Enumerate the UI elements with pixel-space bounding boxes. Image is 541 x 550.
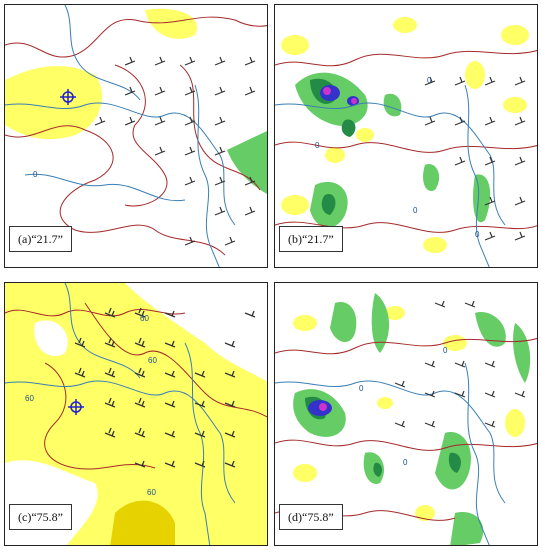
wind-barbs	[424, 76, 526, 241]
red-contour	[5, 125, 226, 256]
wind-barbs	[394, 300, 526, 428]
panel-b: 0 0 0 0 (b)“21.7”	[274, 4, 538, 268]
panel-label: (a)“21.7”	[9, 226, 72, 252]
map-b: 0 0 0 0	[275, 17, 537, 267]
contour-label: 0	[403, 458, 408, 467]
contour-label: 60	[147, 488, 156, 497]
contour-label: 60	[25, 394, 34, 403]
red-contour	[275, 221, 537, 233]
river	[275, 102, 506, 226]
green-region	[227, 130, 267, 194]
coastline	[464, 362, 490, 545]
panel-label: (b)“21.7”	[279, 226, 343, 252]
contour-label: 0	[359, 384, 364, 393]
map-a: 0	[5, 5, 267, 267]
magenta-core	[351, 98, 357, 104]
contour-label: 0	[427, 76, 432, 85]
crosshair-marker	[68, 399, 84, 415]
coastline	[464, 84, 490, 267]
red-contour	[275, 337, 537, 355]
contour-label: 0	[475, 230, 480, 239]
yellow-patches	[293, 306, 525, 521]
panel-c: 60 60 60 60 (c)“75.8”	[4, 282, 268, 546]
yellow-patches	[281, 17, 529, 253]
contour-label: 60	[148, 356, 157, 365]
red-contour	[5, 16, 267, 58]
coastline	[184, 342, 211, 545]
map-d: 0 0 0	[275, 293, 537, 545]
river	[5, 380, 236, 504]
red-contour	[5, 309, 186, 317]
magenta-core	[323, 87, 331, 95]
river	[275, 380, 506, 504]
contour-label: 0	[443, 346, 448, 355]
contour-label: 0	[315, 141, 320, 150]
crosshair-marker	[60, 89, 76, 105]
yellow-region	[145, 8, 197, 39]
wind-barbs	[74, 307, 256, 468]
river	[64, 283, 141, 379]
red-contour	[179, 64, 261, 191]
wind-barbs	[94, 56, 256, 246]
magenta-core	[319, 403, 327, 411]
panel-label: (d)“75.8”	[279, 504, 343, 530]
red-contour	[275, 49, 537, 67]
red-contour	[44, 362, 156, 470]
coastline	[194, 84, 220, 267]
contour-label: 60	[140, 314, 149, 323]
contour-label: 0	[33, 170, 38, 179]
panel-d: 0 0 0 (d)“75.8”	[274, 282, 538, 546]
panel-label: (c)“75.8”	[9, 504, 72, 530]
red-contour	[275, 439, 537, 451]
panel-a: 0 (a)“21.7”	[4, 4, 268, 268]
river	[5, 102, 236, 226]
dark-yellow-patch	[110, 500, 175, 545]
red-contour	[275, 141, 537, 153]
river	[24, 173, 186, 202]
red-contour	[114, 64, 168, 207]
white-region	[34, 320, 68, 357]
river	[64, 5, 141, 101]
yellow-region	[5, 65, 103, 140]
contour-label: 0	[413, 206, 418, 215]
